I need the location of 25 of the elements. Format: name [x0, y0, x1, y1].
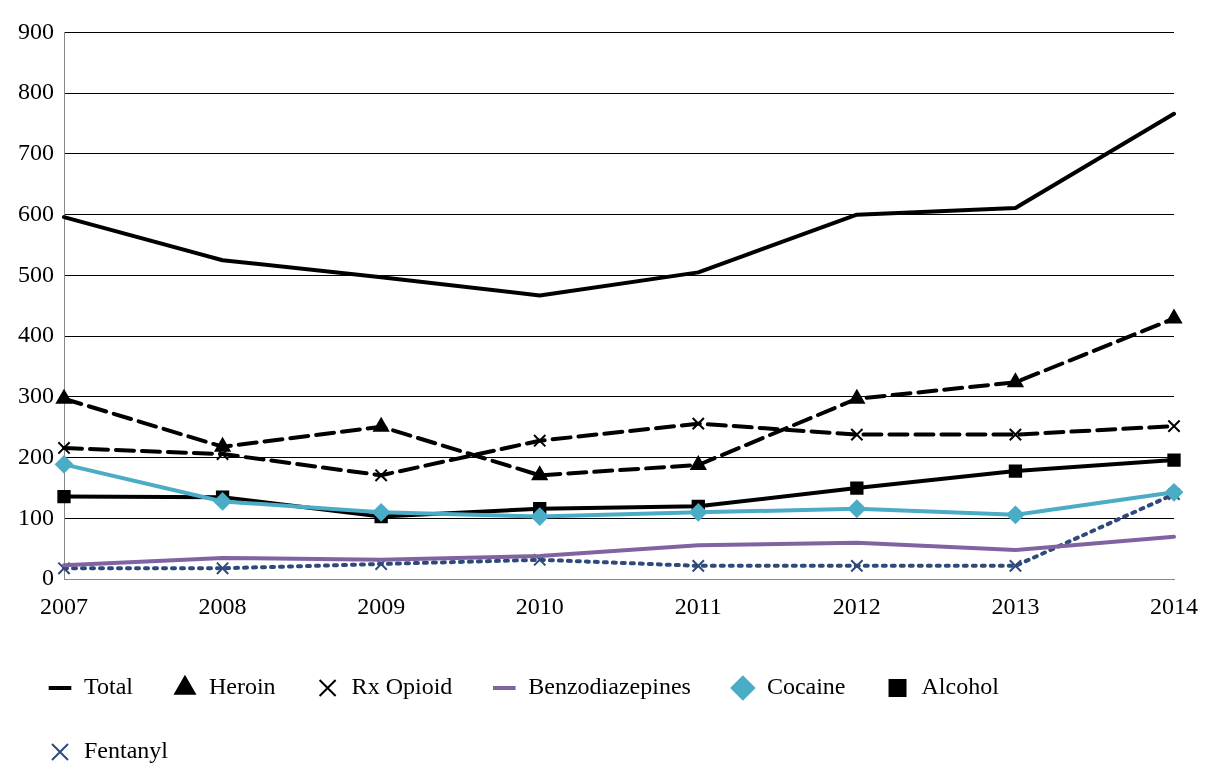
x-tick-label: 2011 [674, 592, 722, 619]
x-tick-label: 2008 [198, 592, 247, 619]
legend-label: Heroin [208, 673, 276, 700]
legend-label: Rx Opioid [351, 673, 453, 700]
y-tick-label: 100 [18, 503, 54, 530]
y-tick-label: 800 [18, 78, 54, 105]
y-tick-label: 600 [18, 199, 54, 226]
legend-label: Cocaine [766, 673, 846, 700]
x-tick-label: 2010 [515, 592, 564, 619]
x-tick-label: 2007 [40, 592, 88, 619]
y-tick-label: 400 [18, 321, 54, 348]
x-tick-label: 2012 [832, 592, 881, 619]
legend-label: Fentanyl [84, 737, 169, 764]
x-tick-label: 2009 [357, 592, 406, 619]
legend-label: Total [84, 673, 134, 700]
y-tick-label: 300 [18, 382, 54, 409]
y-tick-label: 200 [18, 442, 54, 469]
x-tick-label: 2014 [1150, 592, 1198, 619]
legend-label: Alcohol [921, 673, 1000, 700]
x-tick-label: 2013 [991, 592, 1040, 619]
legend-label: Benzodiazepines [528, 673, 691, 700]
y-tick-label: 500 [18, 260, 54, 287]
y-tick-label: 900 [18, 17, 54, 44]
y-tick-label: 700 [18, 139, 54, 166]
y-tick-label: 0 [42, 564, 54, 591]
